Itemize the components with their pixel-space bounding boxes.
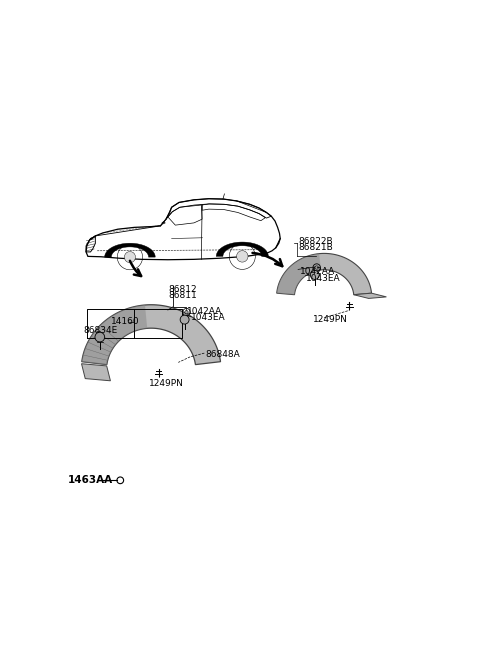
Circle shape [185,310,188,314]
Text: 1249PN: 1249PN [148,379,183,388]
Polygon shape [82,305,147,365]
Polygon shape [82,364,110,381]
Text: 1042AA: 1042AA [186,307,222,316]
Polygon shape [276,253,372,295]
Polygon shape [216,242,268,256]
Polygon shape [276,253,321,295]
Text: 86821B: 86821B [298,243,333,252]
Polygon shape [105,243,155,257]
Circle shape [124,252,135,263]
Text: 1043EA: 1043EA [191,313,226,322]
Text: 86812: 86812 [168,285,196,293]
Polygon shape [354,293,386,299]
Text: 86834E: 86834E [83,326,117,335]
Text: 86811: 86811 [168,291,197,299]
Text: 86822B: 86822B [298,237,333,246]
Text: 1463AA: 1463AA [68,476,113,485]
Text: 1043EA: 1043EA [305,274,340,283]
Polygon shape [82,305,220,365]
Text: 14160: 14160 [111,317,140,326]
Text: 86848A: 86848A [205,350,240,360]
Text: 1249PN: 1249PN [313,315,348,324]
Circle shape [237,251,248,262]
Circle shape [315,266,318,269]
Circle shape [180,315,189,324]
Circle shape [95,332,105,342]
Text: 1042AA: 1042AA [300,267,335,276]
Circle shape [311,271,319,280]
